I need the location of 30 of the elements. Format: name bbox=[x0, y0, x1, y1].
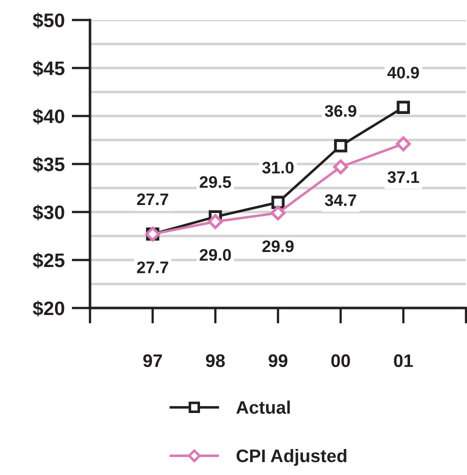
data-label: 37.1 bbox=[388, 171, 420, 184]
data-label: 29.0 bbox=[200, 248, 231, 261]
x-tick-label: 01 bbox=[394, 354, 413, 368]
y-tick-label: $35 bbox=[32, 156, 64, 172]
point bbox=[270, 205, 286, 220]
y-tick-label: $45 bbox=[32, 60, 64, 76]
x-tick-label: 98 bbox=[206, 354, 225, 368]
y-tick-label: $50 bbox=[32, 12, 64, 28]
x-tick-label: 97 bbox=[143, 354, 162, 368]
data-label: 27.7 bbox=[137, 193, 168, 206]
point bbox=[396, 100, 410, 114]
x-tick-label: 00 bbox=[331, 354, 350, 368]
x-tick-label: 99 bbox=[268, 354, 288, 368]
point bbox=[333, 159, 348, 174]
point bbox=[334, 139, 348, 152]
data-label: 29.5 bbox=[200, 176, 232, 188]
legend-label: CPI Adjusted bbox=[236, 449, 346, 466]
legend-label: Actual bbox=[236, 400, 290, 414]
data-label: 27.7 bbox=[137, 261, 168, 274]
data-label: 40.9 bbox=[387, 66, 419, 78]
y-tick-label: $20 bbox=[32, 300, 64, 316]
data-label: 29.9 bbox=[262, 240, 294, 252]
y-tick-label: $30 bbox=[32, 204, 64, 220]
data-label: 34.7 bbox=[324, 194, 356, 206]
point bbox=[396, 136, 411, 152]
point bbox=[208, 214, 223, 230]
y-tick-label: $40 bbox=[32, 108, 64, 124]
data-label: 31.0 bbox=[262, 162, 294, 174]
data-label: 36.9 bbox=[324, 105, 356, 117]
y-tick-label: $25 bbox=[32, 252, 64, 268]
